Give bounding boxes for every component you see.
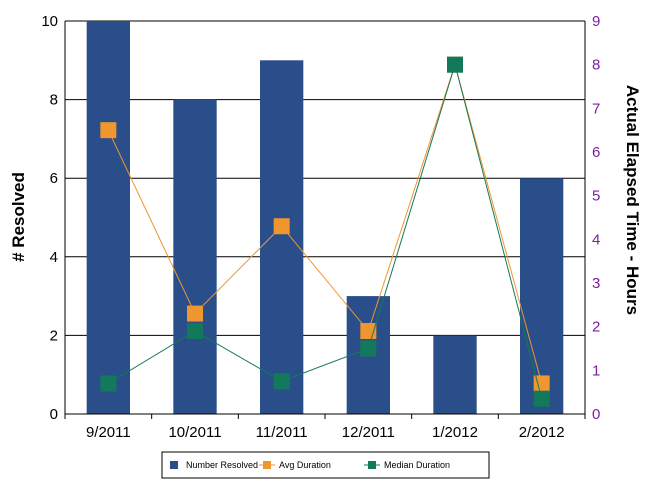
- x-tick-label: 1/2012: [432, 424, 478, 441]
- data-point-marker: [100, 122, 117, 139]
- bar: [520, 178, 564, 414]
- y-tick-label-right: 4: [592, 231, 600, 248]
- x-tick-label: 11/2011: [256, 424, 308, 441]
- bar: [173, 99, 217, 414]
- bar: [433, 335, 477, 414]
- legend-label: Avg Duration: [279, 460, 331, 470]
- line-series: [100, 56, 550, 407]
- y-tick-label-right: 6: [592, 144, 600, 161]
- data-point-marker: [187, 305, 203, 322]
- data-point-marker: [447, 56, 463, 73]
- y-tick-label-right: 9: [592, 13, 600, 30]
- x-tick-label: 9/2011: [86, 424, 131, 441]
- x-tick-label: 12/2011: [342, 424, 395, 441]
- legend: Number Resolved Avg Duration Median Durati…: [161, 451, 490, 479]
- y-axis-title-left: # Resolved: [9, 172, 28, 262]
- legend-swatch: [263, 461, 271, 469]
- y-tick-label-right: 2: [592, 319, 600, 336]
- data-point-marker: [273, 373, 290, 390]
- y-tick-label-right: 1: [592, 362, 600, 379]
- data-point-marker: [360, 340, 377, 357]
- y-tick-label-right: 7: [592, 100, 600, 117]
- y-tick-label-right: 3: [592, 275, 600, 292]
- bar: [86, 21, 130, 414]
- y-tick-label-left: 8: [50, 92, 58, 109]
- series-line: [108, 62, 543, 399]
- axes: [64, 21, 586, 419]
- x-tick-label: 2/2012: [519, 424, 565, 441]
- legend-box: [161, 451, 490, 479]
- y-tick-label-left: 10: [41, 13, 58, 30]
- x-tick-label: 10/2011: [168, 424, 221, 441]
- legend-swatch: [170, 461, 178, 469]
- legend-label: Number Resolved: [186, 460, 258, 470]
- y-tick-label-right: 8: [592, 57, 600, 74]
- y-axis-title-right: Actual Elapsed Time - Hours: [623, 85, 642, 315]
- legend-swatch: [368, 461, 376, 469]
- data-point-marker: [273, 218, 290, 235]
- bar-series: [86, 21, 564, 415]
- data-point-marker: [187, 323, 203, 340]
- legend-label: Median Duration: [384, 460, 450, 470]
- gridlines: [65, 20, 585, 415]
- y-tick-label-right: 5: [592, 188, 600, 205]
- series-line: [107, 62, 543, 384]
- data-point-marker: [533, 375, 550, 392]
- y-tick-label-right: 0: [592, 406, 600, 423]
- tick-labels: 0 2 4 6 8 10 0 1 2 3 4 5 6 7 8 9 9/2011 10/2011 11/2011 12/…: [41, 13, 600, 441]
- data-point-marker: [100, 375, 117, 392]
- y-tick-label-left: 6: [50, 170, 58, 187]
- bar: [260, 60, 304, 415]
- y-tick-label-left: 0: [50, 406, 58, 423]
- y-tick-label-left: 2: [50, 327, 58, 344]
- y-tick-label-left: 4: [50, 249, 58, 266]
- data-point-marker: [533, 390, 550, 407]
